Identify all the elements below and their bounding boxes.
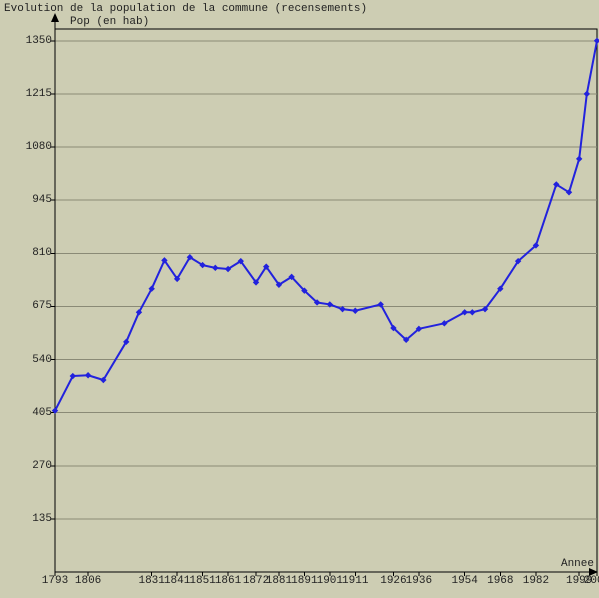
x-tick-label: 1806 (75, 575, 101, 587)
x-tick-label: 2006 (584, 575, 599, 587)
x-tick-label: 1891 (291, 575, 317, 587)
x-tick-label: 1841 (164, 575, 190, 587)
y-tick-label: 540 (12, 354, 52, 366)
y-tick-label: 270 (12, 460, 52, 472)
x-tick-label: 1936 (406, 575, 432, 587)
y-tick-label: 1350 (12, 35, 52, 47)
chart-plot (0, 0, 599, 598)
x-tick-label: 1911 (342, 575, 368, 587)
y-tick-label: 405 (12, 407, 52, 419)
x-tick-label: 1881 (266, 575, 292, 587)
x-tick-label: 1861 (215, 575, 241, 587)
x-tick-label: 1831 (138, 575, 164, 587)
y-tick-label: 945 (12, 194, 52, 206)
x-tick-label: 1954 (451, 575, 477, 587)
y-tick-label: 135 (12, 513, 52, 525)
x-tick-label: 1901 (317, 575, 343, 587)
y-tick-label: 675 (12, 300, 52, 312)
x-tick-label: 1982 (523, 575, 549, 587)
y-tick-label: 810 (12, 247, 52, 259)
y-tick-label: 1080 (12, 141, 52, 153)
x-tick-label: 1968 (487, 575, 513, 587)
x-tick-label: 1926 (380, 575, 406, 587)
x-tick-label: 1793 (42, 575, 68, 587)
y-tick-label: 1215 (12, 88, 52, 100)
x-tick-label: 1851 (189, 575, 215, 587)
